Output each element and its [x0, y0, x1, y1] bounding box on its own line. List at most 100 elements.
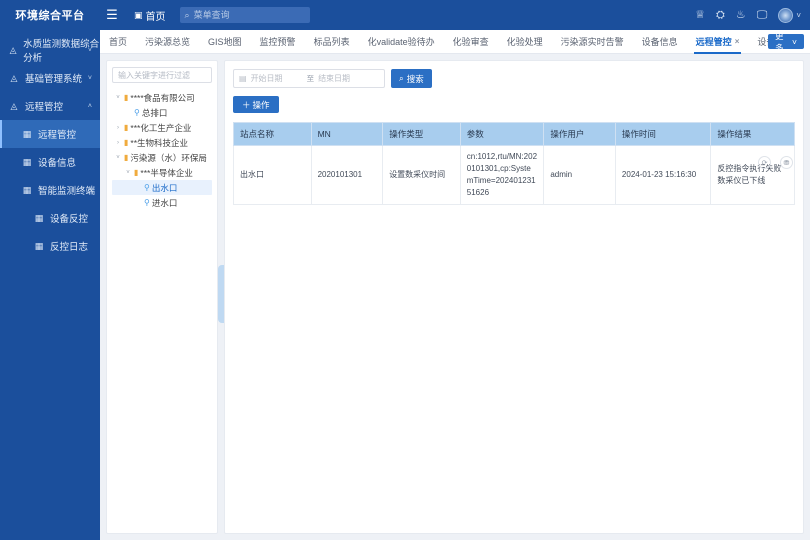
chevron-down-icon: ˅: [792, 36, 797, 47]
close-icon[interactable]: ×: [734, 37, 740, 46]
cell-result: 反控指令执行失败数采仪已下线: [710, 145, 795, 205]
location-pin-icon: ⚲: [144, 198, 150, 207]
tab-3[interactable]: 监控预警: [251, 30, 305, 54]
tab-label: 标品列表: [313, 37, 350, 47]
site-tree-panel: ˅▮****食品有限公司⚲总排口›▮***化工生产企业›▮**生物科技企业˅▮污…: [106, 60, 218, 534]
fire-icon[interactable]: ♨: [735, 8, 746, 21]
chevron-icon: ˄: [87, 102, 92, 110]
menu-search-box[interactable]: ⌕: [179, 7, 310, 23]
monitor-icon[interactable]: 🖵: [756, 8, 768, 21]
column-header-6: 操作结果: [710, 122, 795, 146]
sidebar-item-6[interactable]: ▦ 设备反控: [0, 204, 100, 232]
panel-collapse-handle[interactable]: [218, 265, 226, 323]
grid-icon: ▦: [22, 184, 32, 195]
tree-node-label: 出水口: [151, 182, 178, 193]
end-date-input[interactable]: [318, 74, 371, 83]
tab-label: 污染源实时告警: [560, 37, 624, 47]
sidebar-item-7[interactable]: ▦ 反控日志: [0, 232, 100, 260]
column-header-1: MN: [310, 122, 384, 146]
tree-node-label: ***化工生产企业: [130, 122, 192, 133]
tree-node-label: ****食品有限公司: [130, 92, 195, 103]
tab-0[interactable]: 首页: [100, 30, 136, 54]
shirt-icon[interactable]: ♕: [695, 8, 706, 21]
date-range-picker[interactable]: ▤ 至: [233, 69, 385, 88]
cloud-icon: ◬: [10, 100, 18, 111]
grid-icon: ▦: [22, 156, 32, 167]
location-pin-icon: ⚲: [144, 183, 150, 192]
tab-label: 化验审查: [452, 37, 489, 47]
tool-icon[interactable]: ⛭: [716, 8, 725, 21]
sidebar-item-3[interactable]: ▦ 远程管控: [0, 120, 100, 148]
tab-4[interactable]: 标品列表: [305, 30, 359, 54]
tree-node-1[interactable]: ⚲ 总排口: [112, 105, 212, 120]
folder-icon: ▮: [134, 168, 139, 177]
home-label: 首页: [145, 11, 166, 23]
search-button[interactable]: ⌕ 搜索: [391, 69, 432, 88]
operation-button[interactable]: ＋ 操作: [233, 96, 279, 113]
tree-node-4[interactable]: ˅ ▮ 污染源（水）环保局: [112, 150, 212, 165]
menu-search-input[interactable]: [193, 10, 305, 20]
sidebar-item-label: 远程管控: [25, 102, 64, 113]
tab-8[interactable]: 污染源实时告警: [552, 30, 633, 54]
cloud-icon: ▦: [22, 128, 32, 139]
grid-icon: ▦: [34, 212, 44, 223]
cell-time: 2024-01-23 15:16:30: [614, 145, 712, 205]
grid-icon: ▦: [34, 240, 44, 251]
start-date-input[interactable]: [250, 74, 303, 83]
column-settings-icon[interactable]: ⛃: [780, 156, 793, 169]
column-header-3: 参数: [459, 122, 545, 146]
user-menu[interactable]: ˅: [778, 7, 801, 23]
tab-5[interactable]: 化validate验待办: [359, 30, 444, 54]
expand-icon[interactable]: ›: [117, 124, 119, 131]
sidebar-item-label: 设备信息: [38, 158, 77, 169]
expand-icon[interactable]: ›: [117, 139, 119, 146]
tree-node-label: **生物科技企业: [130, 137, 189, 148]
folder-icon: ▮: [124, 93, 129, 102]
tab-9[interactable]: 设备信息: [633, 30, 687, 54]
operation-button-label: 操作: [252, 99, 270, 110]
home-icon: ▣: [134, 9, 143, 20]
expand-icon[interactable]: ˅: [126, 169, 130, 176]
sidebar-item-1[interactable]: ◬ 基础管理系统 ˅: [0, 64, 100, 92]
table-row[interactable]: 出水口 2020101301 设置数采仪时间 cn:1012,rtu/MN:20201…: [233, 145, 795, 205]
sidebar: ◬ 水质监测数据综合分析 ˅ ◬ 基础管理系统 ˅ ◬ 远程管控 ˄ ▦ 远程管控 ▦ 设备信息 ▦ 智能监…: [0, 30, 100, 540]
folder-icon: ▮: [124, 138, 129, 147]
tab-11[interactable]: 设备反控: [748, 30, 768, 54]
expand-icon[interactable]: ˅: [116, 154, 120, 161]
tree-filter-input[interactable]: [112, 67, 212, 83]
sidebar-item-2[interactable]: ◬ 远程管控 ˄: [0, 92, 100, 120]
search-icon: ⌕: [184, 9, 190, 20]
search-button-label: 搜索: [406, 73, 424, 84]
tab-6[interactable]: 化验审查: [444, 30, 498, 54]
building-icon: ◬: [10, 72, 18, 83]
sidebar-item-4[interactable]: ▦ 设备信息: [0, 148, 100, 176]
search-icon: ⌕: [399, 73, 404, 83]
location-pin-icon: ⚲: [134, 108, 140, 117]
sidebar-item-0[interactable]: ◬ 水质监测数据综合分析 ˅: [0, 36, 100, 64]
more-tabs-button[interactable]: 更多 ˅: [767, 31, 804, 53]
folder-icon: ▮: [124, 153, 129, 162]
tab-7[interactable]: 化验处理: [498, 30, 552, 54]
calendar-icon: ▤: [239, 74, 247, 83]
tab-1[interactable]: 污染源总览: [136, 30, 199, 54]
avatar: [778, 7, 794, 23]
tree-node-5[interactable]: ˅ ▮ ***半导体企业: [112, 165, 212, 180]
tree-node-3[interactable]: › ▮ **生物科技企业: [112, 135, 212, 150]
tab-2[interactable]: GIS地图: [199, 30, 251, 54]
column-header-0: 站点名称: [233, 122, 312, 146]
tab-label: 设备信息: [641, 37, 678, 47]
tree-node-6[interactable]: ⚲ 出水口: [112, 180, 212, 195]
tab-label: 监控预警: [259, 37, 296, 47]
plus-icon: ＋: [242, 99, 251, 110]
tree-node-0[interactable]: ˅ ▮ ****食品有限公司: [112, 90, 212, 105]
sidebar-item-5[interactable]: ▦ 智能监测终端 ˄: [0, 176, 100, 204]
expand-icon[interactable]: ˅: [116, 94, 120, 101]
menu-toggle-icon[interactable]: ☰: [106, 7, 118, 22]
tab-10[interactable]: 远程管控 ×: [687, 30, 749, 54]
tree-node-2[interactable]: › ▮ ***化工生产企业: [112, 120, 212, 135]
home-breadcrumb[interactable]: ▣ 首页: [134, 8, 166, 23]
sidebar-item-label: 远程管控: [38, 130, 77, 141]
tree-node-7[interactable]: ⚲ 进水口: [112, 195, 212, 210]
refresh-icon[interactable]: ⟳: [758, 156, 771, 169]
sidebar-item-label: 设备反控: [50, 214, 89, 225]
